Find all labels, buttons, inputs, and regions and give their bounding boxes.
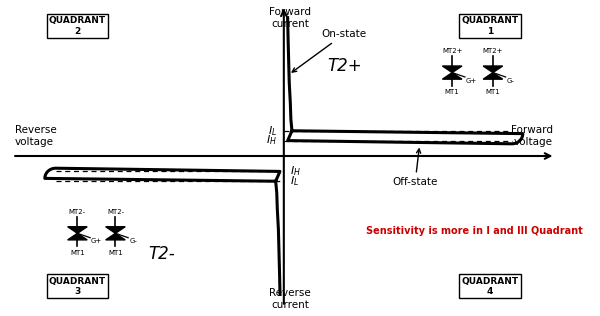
Text: G-: G-: [506, 78, 514, 84]
Text: QUADRANT
4: QUADRANT 4: [461, 276, 519, 296]
Text: G+: G+: [91, 239, 103, 245]
Text: MT1: MT1: [445, 89, 460, 95]
Text: Sensitivity is more in I and III Quadrant: Sensitivity is more in I and III Quadran…: [365, 226, 582, 236]
Text: Off-state: Off-state: [392, 149, 438, 187]
Polygon shape: [106, 227, 125, 233]
Text: G-: G-: [129, 239, 137, 245]
Text: MT2+: MT2+: [442, 48, 463, 54]
Text: Forward
current: Forward current: [269, 8, 311, 29]
Text: QUADRANT
1: QUADRANT 1: [461, 16, 519, 35]
Text: MT2+: MT2+: [482, 48, 503, 54]
Text: $I_L$: $I_L$: [290, 174, 299, 188]
Text: T2-: T2-: [148, 245, 175, 263]
Polygon shape: [68, 227, 87, 233]
Polygon shape: [68, 233, 87, 240]
Text: MT1: MT1: [108, 250, 123, 256]
Text: T2+: T2+: [327, 58, 362, 76]
Text: QUADRANT
3: QUADRANT 3: [49, 276, 106, 296]
Text: MT1: MT1: [70, 250, 85, 256]
Text: Reverse
current: Reverse current: [269, 288, 311, 310]
Text: G+: G+: [466, 78, 477, 84]
Text: $I_L$: $I_L$: [268, 124, 277, 138]
Polygon shape: [483, 66, 503, 73]
Polygon shape: [106, 233, 125, 240]
Text: $I_H$: $I_H$: [290, 165, 301, 178]
Text: Forward
voltage: Forward voltage: [511, 125, 553, 147]
Text: MT1: MT1: [485, 89, 500, 95]
Text: On-state: On-state: [292, 29, 367, 72]
Polygon shape: [483, 73, 503, 79]
Text: $I_H$: $I_H$: [266, 134, 277, 148]
Polygon shape: [442, 66, 462, 73]
Text: Reverse
voltage: Reverse voltage: [15, 125, 57, 147]
Text: QUADRANT
2: QUADRANT 2: [49, 16, 106, 35]
Text: MT2-: MT2-: [107, 209, 124, 215]
Text: MT2-: MT2-: [69, 209, 86, 215]
Polygon shape: [442, 73, 462, 79]
